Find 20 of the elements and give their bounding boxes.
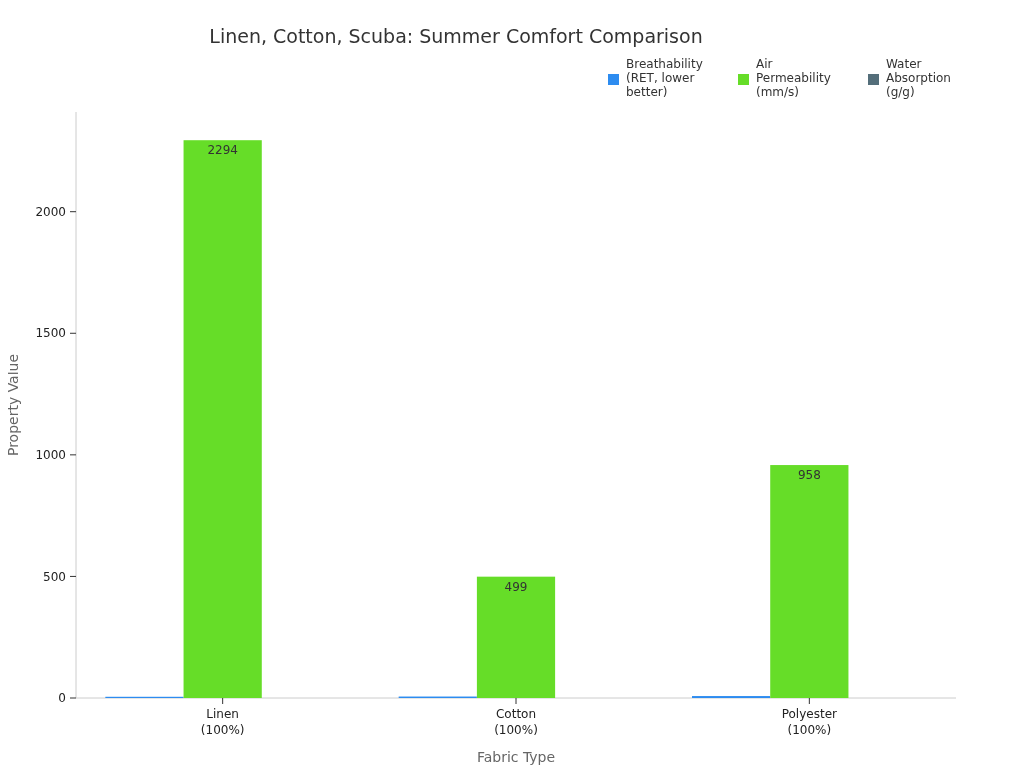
- y-axis-title: Property Value: [5, 353, 21, 457]
- bar: [476, 576, 556, 698]
- bar: [770, 465, 849, 698]
- legend-label: Breathability (RET, lower better): [626, 57, 703, 99]
- y-tick-label: 2000: [35, 204, 66, 219]
- data-label: 2294: [207, 143, 238, 158]
- chart-title: Linen, Cotton, Scuba: Summer Comfort Comparison: [209, 25, 703, 47]
- x-axis-title: Fabric Type: [476, 749, 556, 765]
- legend-label: Water Absorption (g/g): [886, 57, 951, 99]
- legend-label: Air Permeability (mm/s): [756, 57, 831, 99]
- x-tick-label: Polyester (100%): [781, 707, 838, 737]
- y-tick-label: 1000: [35, 448, 66, 463]
- y-tick-label: 1500: [35, 326, 66, 341]
- x-tick-label: Cotton (100%): [494, 707, 538, 737]
- y-tick-label: 500: [43, 569, 66, 584]
- bar: [183, 140, 262, 698]
- x-tick-label: Linen (100%): [200, 707, 245, 737]
- y-tick-label: 0: [58, 691, 66, 706]
- data-label: 958: [797, 468, 821, 483]
- data-label: 499: [504, 579, 528, 594]
